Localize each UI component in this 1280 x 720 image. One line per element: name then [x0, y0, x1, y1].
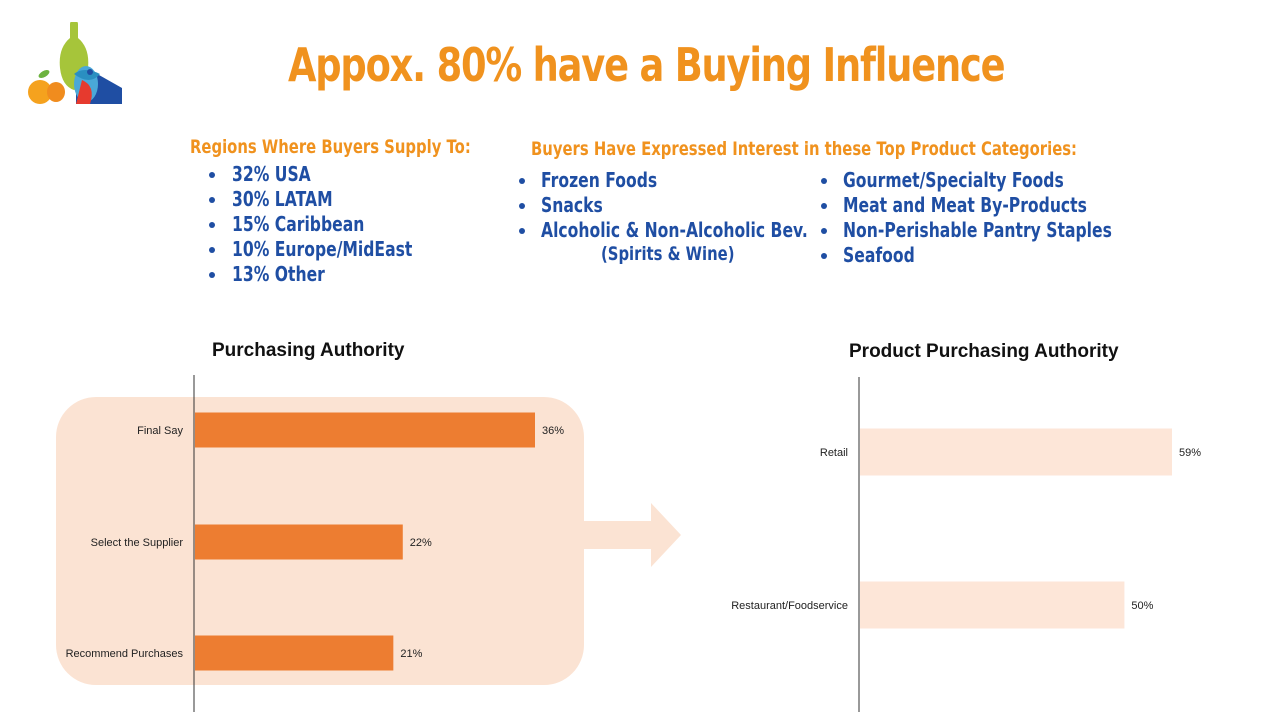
list-item: Alcoholic & Non-Alcoholic Bev. — [517, 218, 883, 243]
bar — [195, 412, 535, 448]
logo-icon — [28, 22, 122, 104]
data-label: 59% — [1179, 447, 1201, 459]
regions-heading: Regions Where Buyers Supply To: — [190, 136, 471, 158]
list-item: Seafood — [819, 243, 1188, 268]
list-item: 30% LATAM — [190, 187, 550, 212]
list-item: 13% Other — [190, 262, 550, 287]
list-item: 15% Caribbean — [190, 212, 550, 237]
list-item: Frozen Foods — [517, 168, 883, 193]
chart-title-product-purchasing-authority: Product Purchasing Authority — [849, 341, 1119, 362]
data-label: 22% — [410, 537, 432, 549]
category-label: Final Say — [137, 425, 183, 437]
chart-title-purchasing-authority: Purchasing Authority — [212, 340, 405, 361]
bar — [860, 428, 1172, 476]
categories-list-right: Gourmet/Specialty Foods Meat and Meat By… — [819, 168, 1188, 268]
bar — [860, 581, 1125, 629]
regions-list: 32% USA 30% LATAM 15% Caribbean 10% Euro… — [190, 162, 550, 287]
list-item: Gourmet/Specialty Foods — [819, 168, 1188, 193]
data-label: 50% — [1131, 600, 1153, 612]
list-item: 10% Europe/MidEast — [190, 237, 550, 262]
arrow-right-icon — [583, 503, 681, 567]
regions-section: Regions Where Buyers Supply To: 32% USA … — [190, 136, 550, 287]
chart-product-purchasing-authority: Retail 59% Restaurant/Foodservice 50% — [731, 377, 1201, 712]
data-label: 21% — [400, 648, 422, 660]
category-label: Retail — [820, 447, 848, 459]
category-label: Restaurant/Foodservice — [731, 600, 848, 612]
page-title: Appox. 80% have a Buying Influence — [288, 38, 1006, 92]
bar — [195, 524, 403, 560]
chart-purchasing-authority: Final Say 36% Select the Supplier 22% Recomm… — [66, 375, 564, 712]
categories-note: (Spirits & Wine) — [601, 243, 735, 265]
categories-heading: Buyers Have Expressed Interest in these … — [531, 138, 1077, 160]
category-label: Select the Supplier — [91, 537, 184, 549]
list-item: Meat and Meat By-Products — [819, 193, 1188, 218]
data-label: 36% — [542, 425, 564, 437]
list-item: Non-Perishable Pantry Staples — [819, 218, 1188, 243]
list-item: 32% USA — [190, 162, 550, 187]
list-item: Snacks — [517, 193, 883, 218]
category-label: Recommend Purchases — [66, 648, 184, 660]
categories-list-left: Frozen Foods Snacks Alcoholic & Non-Alco… — [517, 168, 883, 243]
bar — [195, 635, 394, 671]
